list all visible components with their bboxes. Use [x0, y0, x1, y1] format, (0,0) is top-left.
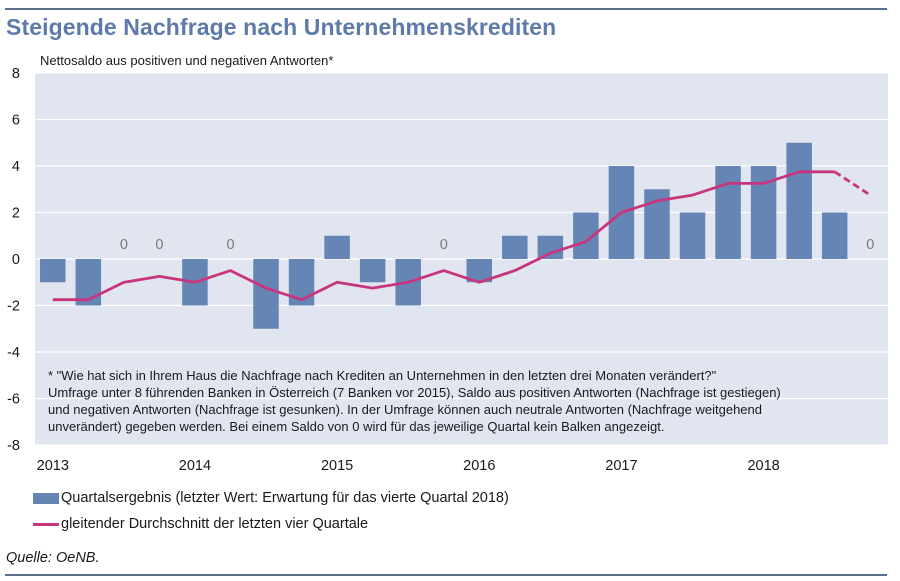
- legend-bar-swatch: [33, 492, 59, 504]
- source-note: Quelle: OeNB.: [6, 550, 100, 566]
- y-axis-subtitle: Nettosaldo aus positiven und negativen A…: [40, 53, 334, 68]
- footnote-line-2: Umfrage unter 8 führenden Banken in Öste…: [48, 385, 781, 400]
- footnote: * "Wie hat sich in Ihrem Haus die Nachfr…: [48, 367, 888, 435]
- zero-value-label: 0: [226, 237, 234, 253]
- bar: [75, 259, 102, 306]
- bar: [324, 235, 350, 259]
- y-tick-label: 0: [12, 252, 20, 268]
- y-tick-label: -4: [7, 345, 20, 361]
- bar: [821, 212, 848, 259]
- bar-series: [40, 142, 848, 329]
- bar: [715, 166, 741, 259]
- bottom-rule: [5, 574, 887, 576]
- x-tick-label: 2017: [605, 458, 637, 474]
- footnote-line-4: unverändert) gegeben werden. Bei einem S…: [48, 419, 665, 434]
- axis-labels: 8 6 4 2 0 -2 -4 -6 -8 0 0 0 0 0 2013 2014 2015 2016 2017 20…: [7, 66, 874, 474]
- moving-average-line: [52, 170, 835, 302]
- legend-line-swatch: [33, 522, 59, 526]
- bar: [679, 212, 706, 259]
- zero-value-label: 0: [440, 237, 448, 253]
- x-tick-label: 2014: [179, 458, 211, 474]
- bar: [253, 259, 279, 329]
- legend-item-bar: Quartalsergebnis (letzter Wert: Erwartun…: [33, 490, 509, 506]
- bar: [466, 259, 493, 283]
- footnote-line-3: und negativen Antworten (Nachfrage ist g…: [48, 402, 762, 417]
- footnote-line-1: * "Wie hat sich in Ihrem Haus die Nachfr…: [48, 368, 717, 383]
- legend-item-line: gleitender Durchschnitt der letzten vier…: [33, 516, 368, 532]
- bar: [502, 235, 528, 259]
- y-tick-label: 2: [12, 206, 20, 222]
- zero-value-label: 0: [155, 237, 163, 253]
- y-tick-label: -8: [7, 438, 20, 454]
- legend-line-label: gleitender Durchschnitt der letzten vier…: [61, 516, 369, 532]
- bar: [786, 142, 812, 259]
- bar: [359, 259, 386, 283]
- grid-lines: [35, 72, 888, 446]
- y-tick-label: 6: [12, 113, 20, 129]
- moving-average-forecast-line: [833, 170, 871, 197]
- y-tick-label: -6: [7, 392, 20, 408]
- zero-value-label: 0: [866, 237, 874, 253]
- zero-value-label: 0: [120, 237, 128, 253]
- x-tick-label: 2018: [747, 458, 779, 474]
- x-tick-label: 2016: [463, 458, 495, 474]
- legend-bar-label: Quartalsergebnis (letzter Wert: Erwartun…: [61, 490, 509, 506]
- y-tick-label: -2: [7, 299, 20, 315]
- moving-average-series: [52, 170, 871, 302]
- chart-title: Steigende Nachfrage nach Unternehmenskre…: [6, 14, 557, 40]
- x-tick-label: 2013: [37, 458, 69, 474]
- bar: [40, 259, 66, 283]
- x-tick-label: 2015: [321, 458, 353, 474]
- top-rule: [5, 8, 887, 10]
- bar: [537, 235, 564, 259]
- y-tick-label: 4: [12, 159, 20, 175]
- y-tick-label: 8: [12, 66, 20, 82]
